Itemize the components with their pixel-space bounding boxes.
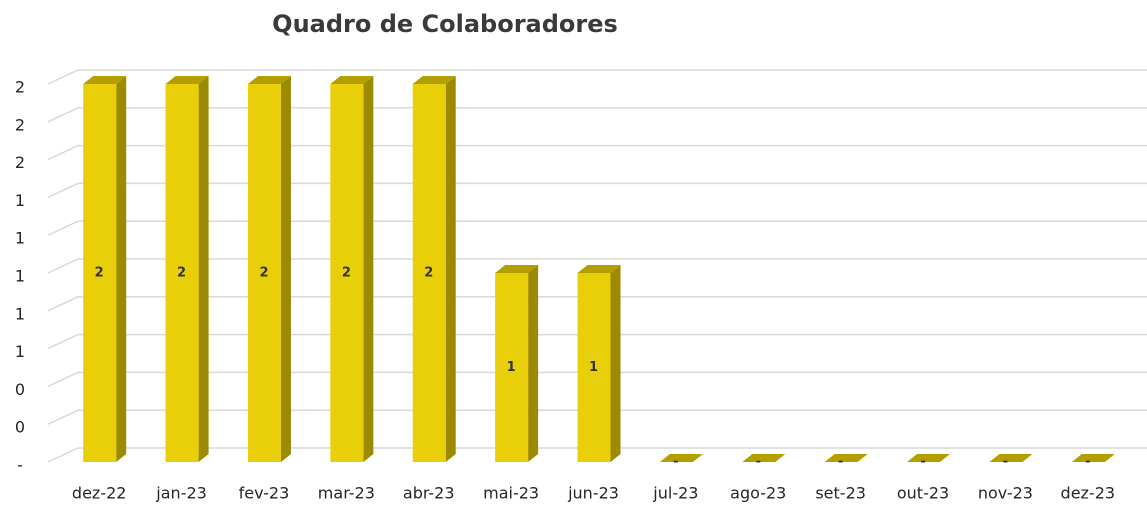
data-label: 2 bbox=[177, 266, 186, 281]
grid-line bbox=[47, 371, 1147, 388]
data-label: - bbox=[838, 455, 843, 470]
bar-top bbox=[1071, 454, 1115, 462]
bar-top bbox=[824, 454, 868, 462]
x-tick-label: out-23 bbox=[897, 484, 949, 503]
y-tick-label: 1 bbox=[15, 342, 25, 361]
grid-line bbox=[47, 296, 1147, 312]
bar-side bbox=[116, 76, 127, 462]
data-label: - bbox=[920, 455, 925, 470]
x-tick-label: jul-23 bbox=[652, 484, 698, 503]
y-tick-label: 1 bbox=[15, 267, 25, 286]
data-label: - bbox=[673, 455, 678, 470]
x-tick-label: fev-23 bbox=[239, 484, 290, 503]
bar-side bbox=[528, 265, 539, 462]
y-tick-label: 2 bbox=[15, 153, 25, 172]
data-label: 1 bbox=[507, 360, 516, 375]
bar bbox=[247, 84, 281, 462]
y-tick-label: 0 bbox=[15, 418, 25, 437]
grid-line bbox=[47, 220, 1147, 236]
x-tick-label: ago-23 bbox=[730, 484, 786, 503]
y-tick-label: 1 bbox=[15, 229, 25, 248]
x-tick-label: jun-23 bbox=[567, 484, 619, 503]
grid-line bbox=[47, 409, 1147, 425]
grid-line bbox=[47, 333, 1147, 350]
data-label: 2 bbox=[259, 266, 268, 281]
x-tick-label: mar-23 bbox=[318, 484, 375, 503]
bar bbox=[577, 273, 611, 462]
bar bbox=[165, 84, 199, 462]
data-label: - bbox=[756, 455, 761, 470]
bar-top bbox=[989, 454, 1033, 462]
grid-line bbox=[47, 447, 1147, 463]
bar-top bbox=[412, 76, 456, 84]
bar-top bbox=[907, 454, 951, 462]
x-tick-label: dez-23 bbox=[1061, 484, 1116, 503]
bar-side bbox=[610, 265, 621, 462]
data-label: 2 bbox=[342, 266, 351, 281]
bar-top bbox=[247, 76, 291, 84]
chart-title: Quadro de Colaboradores bbox=[272, 10, 618, 38]
bar-top bbox=[83, 76, 127, 84]
bar-top bbox=[495, 265, 539, 273]
data-label: 1 bbox=[589, 360, 598, 375]
bar-side bbox=[198, 76, 209, 462]
data-label: - bbox=[1003, 455, 1008, 470]
x-tick-label: dez-22 bbox=[72, 484, 127, 503]
data-label: - bbox=[1085, 455, 1090, 470]
bar-top bbox=[165, 76, 209, 84]
x-tick-label: nov-23 bbox=[978, 484, 1033, 503]
y-tick-label: 1 bbox=[15, 191, 25, 210]
x-tick-label: set-23 bbox=[815, 484, 866, 503]
y-tick-label: 2 bbox=[15, 115, 25, 134]
bar-top bbox=[330, 76, 374, 84]
y-tick-label: - bbox=[17, 456, 23, 475]
bar-top bbox=[659, 454, 703, 462]
x-tick-label: abr-23 bbox=[403, 484, 455, 503]
grid-line bbox=[47, 107, 1147, 123]
grid-line bbox=[47, 258, 1147, 274]
bar-side bbox=[445, 76, 456, 462]
bar-top bbox=[577, 265, 621, 273]
data-label: 2 bbox=[95, 266, 104, 281]
bar bbox=[495, 273, 529, 462]
bar bbox=[412, 84, 446, 462]
grid-line bbox=[47, 182, 1147, 199]
y-tick-label: 1 bbox=[15, 304, 25, 323]
x-tick-label: jan-23 bbox=[155, 484, 207, 503]
bar-top bbox=[742, 454, 786, 462]
y-tick-label: 2 bbox=[15, 78, 25, 97]
grid-line bbox=[47, 144, 1147, 161]
y-tick-label: 0 bbox=[15, 380, 25, 399]
x-tick-label: mai-23 bbox=[483, 484, 539, 503]
grid-line bbox=[47, 69, 1147, 85]
bar bbox=[330, 84, 364, 462]
bar-side bbox=[280, 76, 291, 462]
data-label: 2 bbox=[424, 266, 433, 281]
bar bbox=[83, 84, 117, 462]
bar-side bbox=[363, 76, 374, 462]
